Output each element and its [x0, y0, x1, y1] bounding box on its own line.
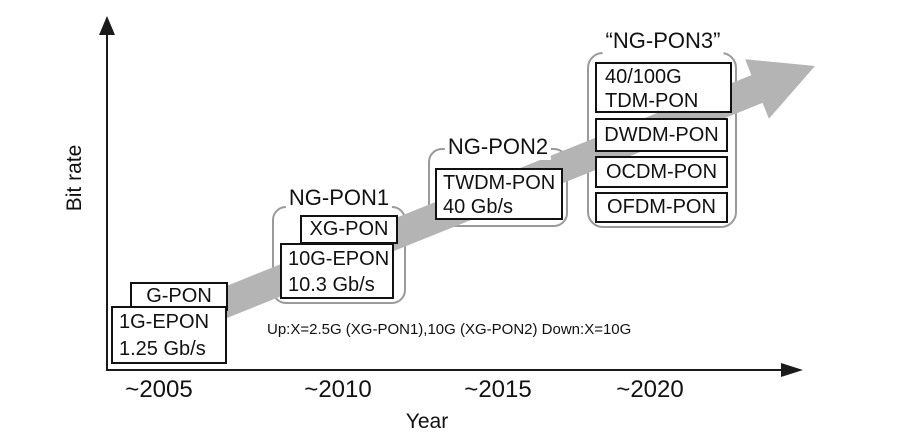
annotation-down-line: Down:X=10G: [541, 321, 632, 338]
box-10g-epon-rate: 10.3 Gb/s: [288, 274, 375, 296]
y-axis-arrowhead-icon: [99, 16, 115, 35]
xgpon-rate-annotation: Up:X=2.5G (XG-PON1),10G (XG-PON2) Down:X…: [267, 320, 631, 339]
box-1g-epon: 1G-EPON 1.25 Gb/s: [111, 306, 227, 364]
x-tick-2010: ~2010: [304, 376, 372, 403]
box-1g-epon-rate: 1.25 Gb/s: [119, 338, 206, 360]
box-40-100g-tdm-pon: 40/100G TDM-PON: [595, 62, 732, 113]
box-twdm-pon: TWDM-PON 40 Gb/s: [435, 168, 563, 220]
x-axis-arrowhead-icon: [781, 363, 803, 377]
box-ocdm-pon: OCDM-PON: [595, 156, 728, 188]
ngpon1-group-label: NG-PON1: [285, 185, 393, 211]
box-1g-epon-name: 1G-EPON: [119, 311, 210, 333]
box-10g-epon: 10G-EPON 10.3 Gb/s: [280, 243, 394, 299]
ngpon2-group-label: NG-PON2: [444, 134, 552, 160]
box-ofdm-pon: OFDM-PON: [595, 192, 728, 223]
box-10g-epon-name: 10G-EPON: [288, 248, 390, 270]
y-axis-title: Bit rate: [63, 144, 86, 212]
ngpon3-group-label: “NG-PON3”: [602, 28, 724, 54]
box-twdm-pon-rate: 40 Gb/s: [443, 196, 514, 218]
x-tick-2015: ~2015: [464, 376, 532, 403]
x-tick-2005: ~2005: [125, 376, 193, 403]
x-axis-title: Year: [405, 410, 449, 433]
box-twdm-pon-name: TWDM-PON: [443, 172, 556, 194]
annotation-up-line: Up:X=2.5G (XG-PON1),10G (XG-PON2): [267, 321, 538, 338]
box-ofdm-pon-label: OFDM-PON: [607, 196, 716, 218]
box-dwdm-pon: DWDM-PON: [595, 118, 728, 152]
box-g-pon-label: G-PON: [146, 285, 212, 307]
box-xg-pon-label: XG-PON: [309, 218, 389, 240]
box-xg-pon: XG-PON: [300, 215, 398, 244]
x-tick-2020: ~2020: [616, 376, 684, 403]
box-tdm-pon-rate: 40/100G: [605, 66, 682, 88]
box-ocdm-pon-label: OCDM-PON: [605, 160, 718, 183]
box-dwdm-pon-label: DWDM-PON: [604, 123, 719, 146]
box-tdm-pon-name: TDM-PON: [605, 90, 699, 112]
